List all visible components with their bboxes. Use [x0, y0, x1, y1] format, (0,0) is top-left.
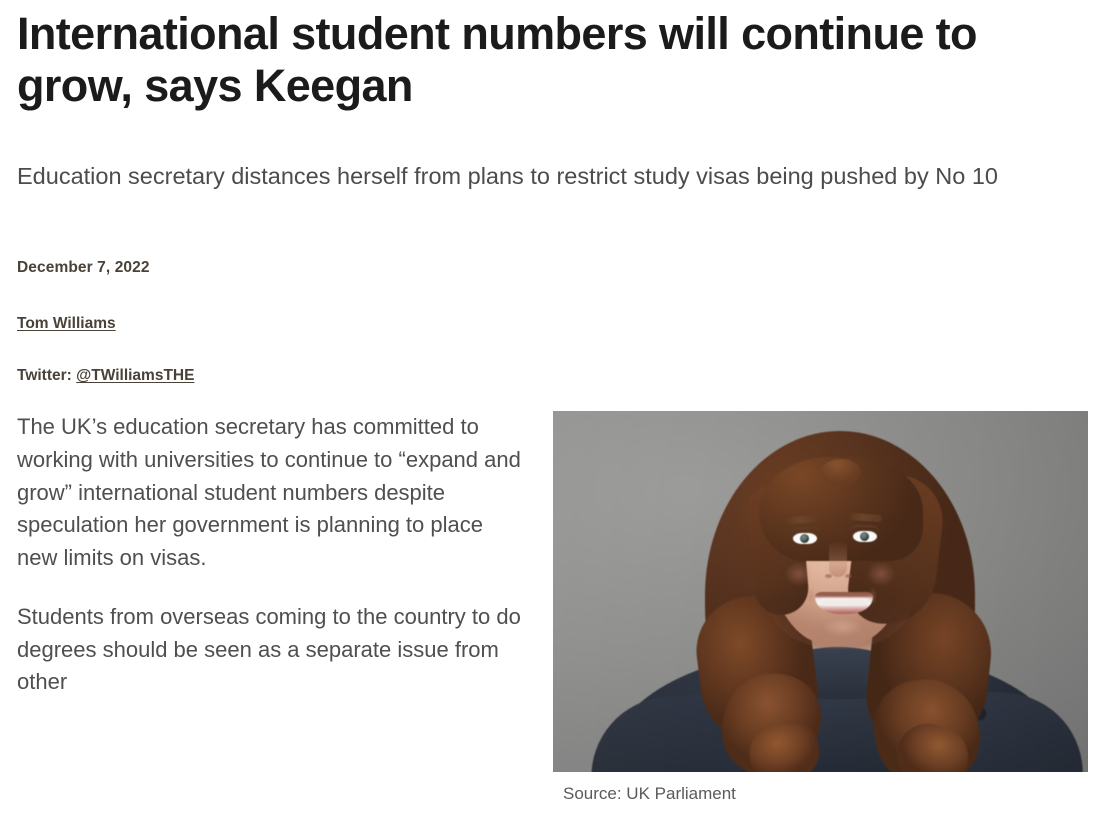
- page-title: International student numbers will conti…: [17, 8, 978, 112]
- article-body: The UK’s education secretary has committ…: [17, 411, 529, 725]
- portrait-photo: [553, 411, 1088, 772]
- publish-date: December 7, 2022: [17, 259, 150, 276]
- article-standfirst: Education secretary distances herself fr…: [17, 163, 998, 189]
- author-byline: Tom Williams: [17, 315, 116, 333]
- twitter-byline: Twitter: @TWilliamsTHE: [17, 367, 194, 385]
- body-paragraph-2: Students from overseas coming to the cou…: [17, 603, 521, 695]
- body-paragraph-1: The UK’s education secretary has committ…: [17, 414, 521, 571]
- article-figure: Source: UK Parliament: [553, 411, 1088, 804]
- photo-vignette: [553, 411, 1088, 772]
- author-link[interactable]: Tom Williams: [17, 315, 116, 332]
- figure-caption: Source: UK Parliament: [563, 784, 736, 803]
- twitter-label: Twitter:: [17, 367, 77, 384]
- twitter-handle-link[interactable]: @TWilliamsTHE: [76, 367, 195, 384]
